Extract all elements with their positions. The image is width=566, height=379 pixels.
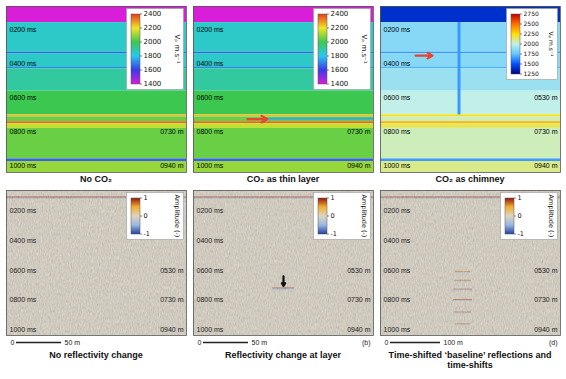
svg-text:Vₚ m.s⁻¹: Vₚ m.s⁻¹ <box>173 34 181 63</box>
svg-text:0400 ms: 0400 ms <box>197 237 224 244</box>
svg-text:2000: 2000 <box>144 38 162 46</box>
svg-text:0730 m: 0730 m <box>347 296 371 303</box>
html-text:CO₂ as chimney: CO₂ as chimney <box>435 174 505 184</box>
svg-text:0: 0 <box>331 212 335 220</box>
svg-text:1000 ms: 1000 ms <box>197 326 224 333</box>
svg-text:0600 ms: 0600 ms <box>10 94 37 101</box>
svg-text:0530 m: 0530 m <box>347 267 371 274</box>
svg-text:2000: 2000 <box>331 38 349 46</box>
svg-text:0730 m: 0730 m <box>347 128 371 135</box>
html-text:Time-shifted ‘baseline’ reflec: Time-shifted ‘baseline’ reflections and … <box>388 350 552 370</box>
svg-text:0800 ms: 0800 ms <box>197 128 224 135</box>
svg-text:0800 ms: 0800 ms <box>384 128 411 135</box>
svg-text:0800 ms: 0800 ms <box>10 296 37 303</box>
svg-text:0: 0 <box>198 339 202 346</box>
svg-text:1000 ms: 1000 ms <box>384 162 411 169</box>
svg-text:0530 m: 0530 m <box>534 267 558 274</box>
svg-text:0940 m: 0940 m <box>534 326 558 333</box>
svg-text:0: 0 <box>11 339 15 346</box>
svg-text:0600 ms: 0600 ms <box>197 94 224 101</box>
svg-text:Amplitude (-): Amplitude (-) <box>547 195 555 238</box>
svg-text:Vₚ m.s⁻¹: Vₚ m.s⁻¹ <box>360 34 368 63</box>
svg-text:0730 m: 0730 m <box>534 296 558 303</box>
svg-text:0800 ms: 0800 ms <box>384 296 411 303</box>
svg-text:1000 ms: 1000 ms <box>197 162 224 169</box>
svg-text:2000: 2000 <box>524 40 539 47</box>
svg-text:0730 m: 0730 m <box>534 128 558 135</box>
svg-text:0530 m: 0530 m <box>160 267 184 274</box>
svg-text:0200 ms: 0200 ms <box>197 26 224 33</box>
svg-text:0200 ms: 0200 ms <box>384 207 411 214</box>
svg-text:1400: 1400 <box>144 80 162 88</box>
svg-text:0940 m: 0940 m <box>160 326 184 333</box>
svg-text:2250: 2250 <box>524 30 539 37</box>
svg-text:0600 ms: 0600 ms <box>384 267 411 274</box>
svg-text:Vₚ m.s⁻¹: Vₚ m.s⁻¹ <box>548 31 555 57</box>
svg-text:1750: 1750 <box>524 50 539 57</box>
svg-text:1: 1 <box>518 194 522 202</box>
svg-text:2200: 2200 <box>144 24 162 32</box>
svg-text:-1: -1 <box>331 230 337 238</box>
svg-text:0940 m: 0940 m <box>347 326 371 333</box>
svg-text:50 m: 50 m <box>252 339 268 346</box>
svg-text:0530 m: 0530 m <box>534 94 558 101</box>
html-text:CO₂ as thin layer: CO₂ as thin layer <box>246 174 320 184</box>
svg-text:(b): (b) <box>362 339 371 347</box>
svg-text:0730 m: 0730 m <box>160 128 184 135</box>
svg-text:(d): (d) <box>549 339 558 347</box>
svg-text:1800: 1800 <box>331 52 349 60</box>
svg-text:0730 m: 0730 m <box>160 296 184 303</box>
svg-text:1: 1 <box>144 194 148 202</box>
svg-text:0600 ms: 0600 ms <box>197 267 224 274</box>
svg-text:1000 ms: 1000 ms <box>10 326 37 333</box>
html-text:No CO₂: No CO₂ <box>80 174 112 184</box>
svg-text:0600 ms: 0600 ms <box>384 94 411 101</box>
svg-text:0600 ms: 0600 ms <box>10 267 37 274</box>
svg-text:-1: -1 <box>518 230 524 238</box>
svg-text:1600: 1600 <box>144 66 162 74</box>
svg-text:0200 ms: 0200 ms <box>10 26 37 33</box>
svg-text:0800 ms: 0800 ms <box>10 128 37 135</box>
svg-text:0: 0 <box>144 212 148 220</box>
svg-text:0400 ms: 0400 ms <box>197 60 224 67</box>
svg-text:2400: 2400 <box>331 10 349 18</box>
svg-text:-1: -1 <box>144 230 150 238</box>
html-text:No reflectivity change: No reflectivity change <box>49 350 143 360</box>
svg-text:1800: 1800 <box>144 52 162 60</box>
svg-text:1000 ms: 1000 ms <box>384 326 411 333</box>
svg-text:1: 1 <box>331 194 335 202</box>
svg-text:0200 ms: 0200 ms <box>10 207 37 214</box>
svg-text:Amplitude (-): Amplitude (-) <box>360 195 368 238</box>
svg-text:Amplitude (-): Amplitude (-) <box>173 195 181 238</box>
svg-text:1250: 1250 <box>524 70 539 77</box>
svg-text:0: 0 <box>518 212 522 220</box>
svg-text:0800 ms: 0800 ms <box>197 296 224 303</box>
svg-text:2500: 2500 <box>524 20 539 27</box>
svg-text:0200 ms: 0200 ms <box>197 207 224 214</box>
svg-text:1600: 1600 <box>331 66 349 74</box>
svg-text:0940 m: 0940 m <box>347 162 371 169</box>
svg-text:0: 0 <box>385 339 389 346</box>
svg-text:100 m: 100 m <box>444 339 464 346</box>
svg-text:2200: 2200 <box>331 24 349 32</box>
svg-text:0400 ms: 0400 ms <box>384 60 411 67</box>
svg-text:0200 ms: 0200 ms <box>384 26 411 33</box>
svg-text:50 m: 50 m <box>65 339 81 346</box>
svg-text:1500: 1500 <box>524 60 539 67</box>
svg-text:0400 ms: 0400 ms <box>10 60 37 67</box>
svg-text:2400: 2400 <box>144 10 162 18</box>
html-text:Reflectivity change at layer: Reflectivity change at layer <box>225 350 341 360</box>
svg-text:1000 ms: 1000 ms <box>10 162 37 169</box>
svg-text:0940 m: 0940 m <box>160 162 184 169</box>
svg-text:0940 m: 0940 m <box>534 162 558 169</box>
svg-text:2750: 2750 <box>524 10 539 17</box>
svg-text:0400 ms: 0400 ms <box>384 237 411 244</box>
svg-text:0400 ms: 0400 ms <box>10 237 37 244</box>
svg-text:1400: 1400 <box>331 80 349 88</box>
